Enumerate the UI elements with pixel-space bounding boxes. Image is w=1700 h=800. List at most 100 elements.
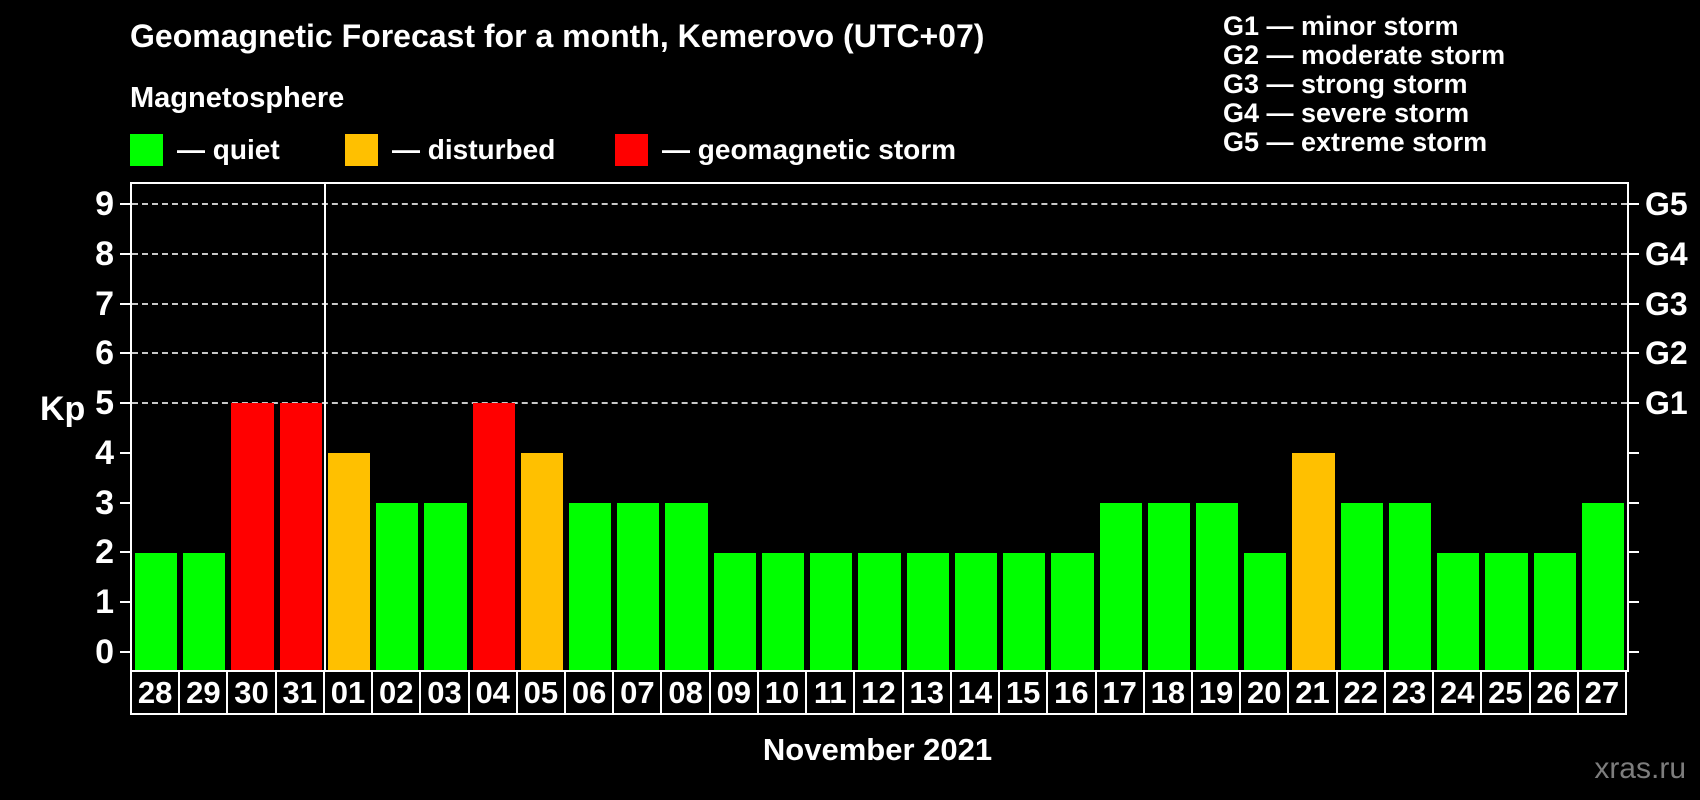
right-axis-label-g2: G2 bbox=[1645, 335, 1688, 372]
y-axis-tick bbox=[120, 402, 132, 405]
right-axis-tick bbox=[1627, 651, 1639, 654]
right-axis-tick bbox=[1627, 352, 1639, 355]
kp-bar-day-12 bbox=[858, 552, 901, 672]
kp-bar-day-28 bbox=[135, 552, 178, 672]
kp-bar-day-31 bbox=[279, 403, 322, 672]
plot-area: 0 1 2 3 4 5 6 7 8 9 G1 G2 G3 G4 G5 bbox=[95, 182, 1688, 672]
gridline-kp7 bbox=[132, 302, 1627, 305]
kp-bar-day-14 bbox=[954, 552, 998, 672]
right-axis-tick bbox=[1627, 501, 1639, 504]
legend-label: — disturbed bbox=[392, 134, 556, 165]
y-axis-tick bbox=[120, 252, 132, 255]
kp-bar-day-23 bbox=[1388, 502, 1432, 672]
kp-bar-day-01 bbox=[327, 452, 371, 672]
gridline-kp9 bbox=[132, 202, 1627, 205]
kp-bar-day-03 bbox=[424, 502, 467, 672]
kp-bar-day-11 bbox=[810, 552, 853, 672]
day-label-06: 06 bbox=[564, 670, 615, 715]
kp-bar-day-08 bbox=[665, 502, 708, 672]
y-tick-label: 1 bbox=[95, 583, 114, 622]
day-label-18: 18 bbox=[1142, 670, 1193, 715]
y-tick-label: 8 bbox=[95, 234, 114, 273]
right-axis-tick bbox=[1627, 402, 1639, 405]
y-tick-label: 7 bbox=[95, 284, 114, 323]
right-axis-label-g4: G4 bbox=[1645, 235, 1688, 272]
kp-bar-day-24 bbox=[1437, 552, 1480, 672]
legend-label: — quiet bbox=[177, 134, 280, 165]
y-axis-title: Kp bbox=[40, 390, 86, 428]
day-label-08: 08 bbox=[660, 670, 711, 715]
gridline-kp5 bbox=[132, 402, 1627, 405]
kp-bar-day-19 bbox=[1195, 502, 1239, 672]
y-tick-label: 9 bbox=[95, 184, 114, 223]
kp-bar-day-22 bbox=[1340, 502, 1383, 672]
day-label-28: 28 bbox=[130, 670, 181, 715]
kp-bar-day-06 bbox=[569, 502, 612, 672]
day-label-26: 26 bbox=[1528, 670, 1579, 715]
day-label-15: 15 bbox=[998, 670, 1049, 715]
day-label-17: 17 bbox=[1094, 670, 1145, 715]
kp-bar-day-15 bbox=[1003, 552, 1046, 672]
gridline-kp8 bbox=[132, 252, 1627, 255]
y-tick-label: 3 bbox=[95, 483, 114, 522]
kp-bar-day-30 bbox=[231, 403, 274, 672]
day-label-19: 19 bbox=[1190, 670, 1242, 715]
y-axis-tick bbox=[120, 601, 132, 604]
disturbed-swatch-icon bbox=[345, 134, 378, 166]
legend-label: — geomagnetic storm bbox=[662, 134, 957, 165]
kp-bar-day-18 bbox=[1147, 502, 1190, 672]
day-label-07: 07 bbox=[612, 670, 663, 715]
quiet-swatch-icon bbox=[130, 134, 163, 166]
gridline-kp6 bbox=[132, 352, 1627, 355]
x-axis-title: November 2021 bbox=[762, 732, 993, 767]
day-label-13: 13 bbox=[901, 670, 952, 715]
y-tick-label: 6 bbox=[95, 334, 114, 373]
y-axis-tick bbox=[120, 302, 132, 305]
right-axis-tick bbox=[1627, 302, 1639, 305]
y-axis-tick bbox=[120, 202, 132, 205]
chart-subtitle: Magnetosphere bbox=[130, 82, 345, 114]
kp-bar-day-05 bbox=[520, 452, 564, 672]
kp-bar-day-27 bbox=[1581, 502, 1624, 672]
day-label-29: 29 bbox=[178, 670, 229, 715]
y-axis-tick bbox=[120, 352, 132, 355]
kp-bar-day-17 bbox=[1099, 502, 1142, 672]
day-label-14: 14 bbox=[949, 670, 1001, 715]
day-label-30: 30 bbox=[226, 670, 277, 715]
right-axis-tick bbox=[1627, 451, 1639, 454]
day-label-03: 03 bbox=[419, 670, 470, 715]
kp-bar-day-26 bbox=[1533, 552, 1576, 672]
kp-bar-day-10 bbox=[761, 552, 805, 672]
storm-scale-legend: G1 — minor storm G2 — moderate storm G3 … bbox=[1223, 12, 1505, 157]
day-label-22: 22 bbox=[1335, 670, 1386, 715]
storm-scale-line: G1 — minor storm bbox=[1223, 11, 1459, 41]
day-label-10: 10 bbox=[756, 670, 808, 715]
y-tick-label: 2 bbox=[95, 533, 114, 572]
y-axis-tick bbox=[120, 651, 132, 654]
day-label-25: 25 bbox=[1480, 670, 1531, 715]
storm-scale-line: G4 — severe storm bbox=[1223, 98, 1470, 128]
y-tick-label: 0 bbox=[95, 633, 114, 672]
right-axis-tick bbox=[1627, 252, 1639, 255]
storm-swatch-icon bbox=[615, 134, 648, 166]
kp-bar-day-16 bbox=[1051, 552, 1094, 672]
day-label-05: 05 bbox=[515, 670, 567, 715]
day-label-12: 12 bbox=[853, 670, 904, 715]
right-axis-label-g3: G3 bbox=[1645, 285, 1688, 322]
day-label-27: 27 bbox=[1576, 670, 1627, 715]
day-label-02: 02 bbox=[371, 670, 422, 715]
kp-bar-day-02 bbox=[376, 502, 419, 672]
right-axis-label-g1: G1 bbox=[1645, 385, 1688, 422]
page-title: Geomagnetic Forecast for a month, Kemero… bbox=[130, 18, 985, 54]
storm-scale-line: G2 — moderate storm bbox=[1223, 40, 1506, 70]
day-label-09: 09 bbox=[708, 670, 759, 715]
y-tick-label: 5 bbox=[95, 384, 114, 423]
day-label-23: 23 bbox=[1383, 670, 1435, 715]
right-axis-tick bbox=[1627, 551, 1639, 554]
kp-bar-day-09 bbox=[713, 552, 756, 672]
y-axis-tick bbox=[120, 501, 132, 504]
y-axis-tick bbox=[120, 451, 132, 454]
storm-scale-line: G3 — strong storm bbox=[1223, 69, 1468, 99]
day-label-31: 31 bbox=[274, 670, 325, 715]
kp-bar-day-25 bbox=[1485, 552, 1528, 672]
